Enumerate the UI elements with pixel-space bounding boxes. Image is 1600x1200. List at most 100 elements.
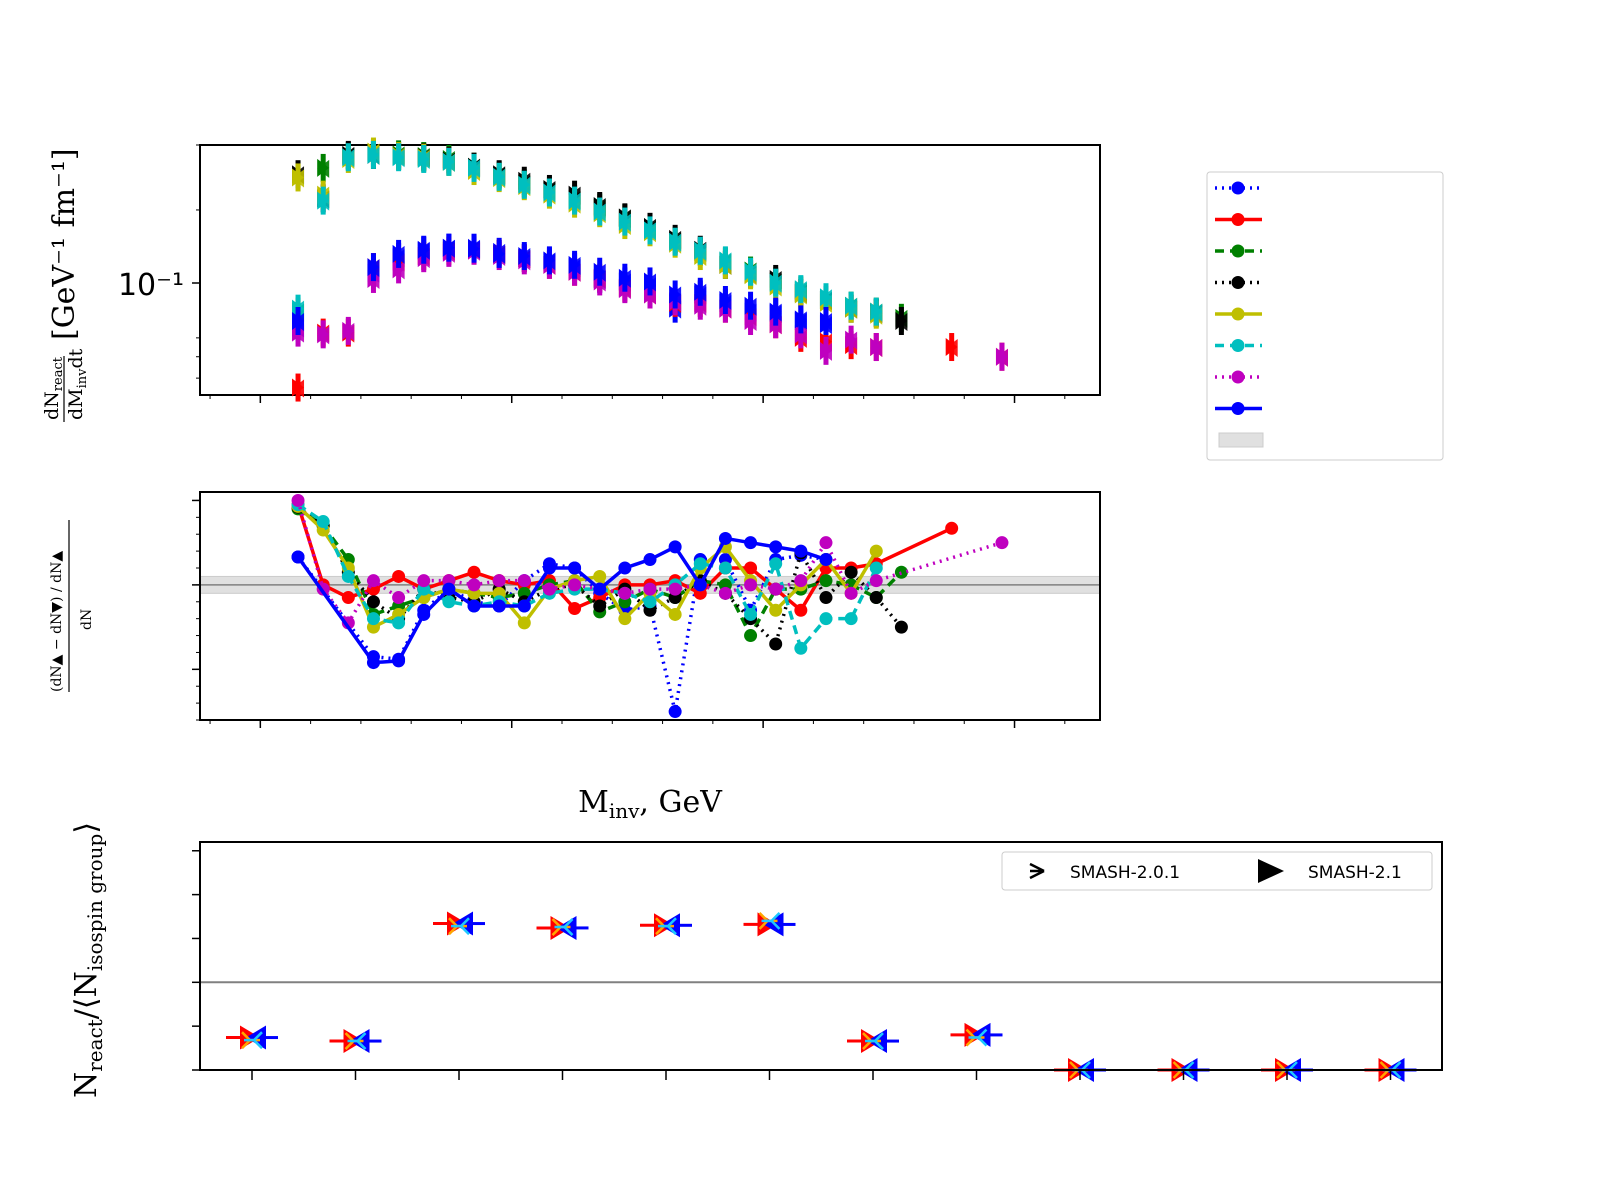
data-point	[668, 705, 682, 719]
data-point	[366, 574, 380, 588]
data-point-old	[292, 379, 305, 398]
data-point-old	[451, 917, 470, 936]
data-point	[291, 493, 305, 507]
legend	[1206, 171, 1444, 461]
data-point	[819, 553, 833, 567]
data-point	[366, 612, 380, 626]
category-marks-0	[226, 1025, 278, 1050]
data-point-old	[769, 274, 782, 293]
data-point-old	[870, 339, 883, 358]
data-point-old	[417, 150, 430, 169]
legend-marker-icon	[1231, 370, 1245, 384]
triangle-right-marker-icon	[1258, 859, 1284, 883]
data-point-old	[658, 917, 677, 936]
data-point-old	[644, 286, 656, 305]
middle-ylabel-denom: dN	[79, 609, 95, 630]
legend-item-2	[1215, 244, 1262, 258]
legend-marker-icon	[1231, 402, 1245, 415]
data-point	[392, 616, 406, 630]
data-point-old	[865, 1032, 884, 1050]
legend-item-0	[1215, 181, 1262, 195]
bottom-legend-label-0: SMASH-2.0.1	[1070, 863, 1180, 883]
data-point	[819, 536, 833, 550]
data-point-old	[493, 245, 506, 264]
data-point	[744, 607, 758, 621]
legend-marker-icon	[1231, 244, 1245, 258]
data-point-old	[317, 326, 330, 345]
legend-item-8	[1218, 432, 1264, 448]
data-point	[819, 574, 833, 588]
tri-left-marker-icon	[1029, 862, 1045, 880]
series-line	[296, 505, 878, 630]
data-point	[794, 641, 808, 655]
data-point	[643, 553, 657, 567]
legend-box	[1206, 171, 1444, 461]
top-panel-xticks	[209, 395, 1066, 403]
data-point	[769, 603, 783, 617]
bottom-legend-box	[1001, 851, 1433, 891]
bottom-ylabel-text: Nreact/⟨Nisospin group⟩	[69, 822, 107, 1098]
data-point	[794, 603, 808, 617]
middle-panel: Minv, GeV (dN▲ − dN▼) / dN▲ dN	[49, 491, 1101, 823]
top-series-7	[292, 233, 832, 335]
top-panel-marks	[196, 137, 1008, 402]
data-point-old	[644, 222, 656, 241]
data-point-old	[568, 192, 581, 211]
data-point	[769, 637, 783, 651]
data-point-old	[543, 252, 556, 271]
category-marks-4	[640, 913, 692, 938]
data-point	[341, 569, 355, 583]
data-point-old	[518, 248, 531, 267]
bottom-legend-label-1: SMASH-2.1	[1308, 863, 1402, 883]
middle-panel-xticks	[209, 720, 1066, 728]
data-point	[819, 591, 833, 605]
middle-panel-yticks	[192, 499, 200, 721]
data-point-old	[593, 263, 606, 282]
data-point	[718, 586, 732, 600]
data-point-old	[845, 331, 858, 350]
data-point-old	[945, 339, 958, 358]
data-point-old	[794, 281, 807, 300]
top-ylabel-num: dNreact	[41, 356, 66, 420]
data-point-old	[442, 153, 455, 172]
data-point-old	[968, 1028, 988, 1047]
data-point	[769, 582, 783, 596]
data-point	[945, 521, 959, 535]
data-point-old	[367, 259, 380, 278]
data-point	[869, 561, 883, 575]
data-point	[744, 629, 758, 643]
data-point	[593, 599, 607, 613]
data-point-old	[719, 252, 732, 271]
data-point-old	[618, 269, 631, 288]
bottom-ylabel: Nreact/⟨Nisospin group⟩	[69, 822, 107, 1098]
data-point-old	[644, 273, 656, 292]
category-marks-5	[743, 912, 796, 937]
data-point-old	[719, 291, 732, 310]
bottom-legend: SMASH-2.0.1 SMASH-2.1	[1001, 851, 1433, 891]
data-point-old	[618, 213, 631, 232]
data-point-old	[769, 303, 782, 322]
legend-marker-icon	[1231, 276, 1245, 289]
data-point-old	[669, 286, 682, 305]
data-point	[366, 595, 380, 609]
bottom-panel-marks	[226, 911, 1417, 1082]
data-point	[794, 544, 808, 558]
data-point	[618, 586, 632, 600]
legend-item-6	[1215, 370, 1262, 384]
data-point-old	[794, 326, 807, 345]
legend-marker-icon	[1231, 213, 1245, 226]
data-point-old	[794, 311, 807, 330]
data-point	[593, 569, 607, 583]
bottom-panel-xticks	[251, 1070, 1392, 1080]
data-point-old	[870, 303, 883, 322]
top-ylabel: dNreact dMinvdt [GeV⁻¹ fm⁻¹]	[41, 148, 90, 422]
data-point-old	[518, 176, 531, 195]
data-point	[316, 515, 330, 529]
data-point	[744, 536, 758, 550]
top-panel-frame	[199, 144, 1101, 396]
middle-ylabel-numer: (dN▲ − dN▼) / dN▲	[49, 551, 65, 692]
data-point	[844, 612, 858, 626]
data-point-old	[995, 348, 1008, 367]
data-point-old	[694, 297, 707, 316]
